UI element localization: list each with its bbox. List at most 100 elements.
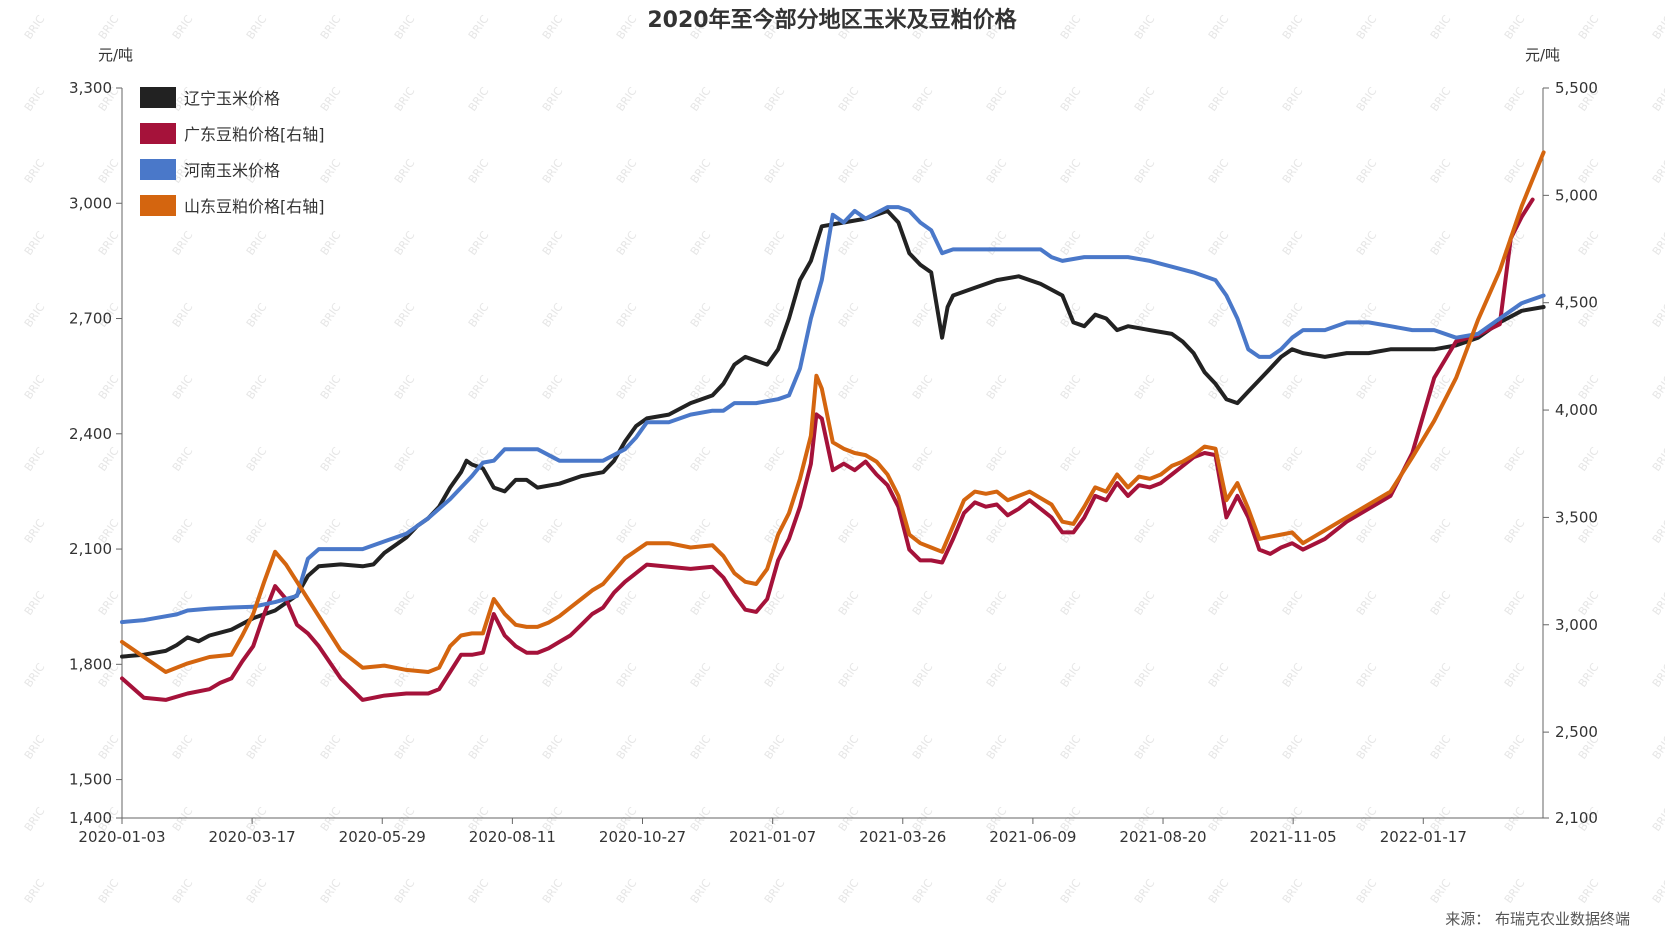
watermark-text: BRIC <box>1354 229 1380 258</box>
watermark-text: BRIC <box>614 373 640 402</box>
watermark-text: BRIC <box>22 445 48 474</box>
watermark-text: BRIC <box>1132 373 1158 402</box>
watermark-text: BRIC <box>910 877 936 906</box>
watermark-text: BRIC <box>614 229 640 258</box>
watermark-text: BRIC <box>614 13 640 42</box>
watermark-text: BRIC <box>1650 85 1665 114</box>
watermark-text: BRIC <box>1650 877 1665 906</box>
watermark-text: BRIC <box>984 589 1010 618</box>
watermark-text: BRIC <box>466 373 492 402</box>
watermark-text: BRIC <box>1280 13 1306 42</box>
watermark-text: BRIC <box>1206 13 1232 42</box>
watermark-text: BRIC <box>392 877 418 906</box>
watermark-text: BRIC <box>170 445 196 474</box>
watermark-text: BRIC <box>1280 373 1306 402</box>
series-line-2 <box>120 197 1535 702</box>
watermark-text: BRIC <box>96 157 122 186</box>
watermark-text: BRIC <box>1058 157 1084 186</box>
watermark-text: BRIC <box>540 229 566 258</box>
watermark-text: BRIC <box>910 589 936 618</box>
watermark-text: BRIC <box>1502 85 1528 114</box>
watermark-text: BRIC <box>1354 805 1380 834</box>
watermark-text: BRIC <box>984 229 1010 258</box>
watermark-text: BRIC <box>22 733 48 762</box>
left-axis-unit: 元/吨 <box>98 46 133 64</box>
watermark-text: BRIC <box>466 661 492 690</box>
watermark-text: BRIC <box>466 229 492 258</box>
watermark-text: BRIC <box>1502 517 1528 546</box>
watermark-text: BRIC <box>614 517 640 546</box>
watermark-text: BRIC <box>540 733 566 762</box>
watermark-text: BRIC <box>1428 13 1454 42</box>
legend-label: 山东豆粕价格[右轴] <box>184 197 325 216</box>
watermark-text: BRIC <box>1206 157 1232 186</box>
watermark-text: BRIC <box>984 445 1010 474</box>
watermark-text: BRIC <box>392 661 418 690</box>
watermark-text: BRIC <box>318 445 344 474</box>
watermark-text: BRIC <box>1650 733 1665 762</box>
watermark-text: BRIC <box>540 373 566 402</box>
source-note: 来源： 布瑞克农业数据终端 <box>1445 910 1630 928</box>
watermark-text: BRIC <box>688 301 714 330</box>
watermark-text: BRIC <box>170 517 196 546</box>
right-tick-label: 5,500 <box>1555 79 1598 97</box>
left-tick-label: 2,700 <box>69 310 112 328</box>
watermark-text: BRIC <box>96 445 122 474</box>
watermark-text: BRIC <box>910 517 936 546</box>
watermark-text: BRIC <box>1280 733 1306 762</box>
watermark-text: BRIC <box>1354 13 1380 42</box>
series-lines <box>120 150 1546 702</box>
watermark-text: BRIC <box>1502 373 1528 402</box>
watermark-text: BRIC <box>1650 805 1665 834</box>
watermark-text: BRIC <box>984 877 1010 906</box>
right-tick-label: 2,100 <box>1555 809 1598 827</box>
watermark-text: BRIC <box>1132 733 1158 762</box>
watermark-text: BRIC <box>1280 661 1306 690</box>
right-tick-label: 4,500 <box>1555 294 1598 312</box>
x-tick-label: 2021-01-07 <box>729 828 816 846</box>
watermark-text: BRIC <box>836 733 862 762</box>
watermark-text: BRIC <box>1206 661 1232 690</box>
watermark-text: BRIC <box>836 661 862 690</box>
watermark-text: BRIC <box>1206 805 1232 834</box>
watermark-text: BRIC <box>540 13 566 42</box>
watermark-text: BRIC <box>1132 517 1158 546</box>
x-tick-label: 2021-03-26 <box>859 828 946 846</box>
watermark-text: BRIC <box>1576 445 1602 474</box>
watermark-text: BRIC <box>688 733 714 762</box>
watermark-text: BRIC <box>1206 229 1232 258</box>
x-tick-label: 2021-11-05 <box>1250 828 1337 846</box>
watermark-text: BRIC <box>1280 445 1306 474</box>
right-axis-ticks: 2,100 2,500 3,000 3,500 4,000 4,500 5,000 5,500 <box>1543 79 1598 827</box>
left-tick-label: 1,800 <box>69 655 112 673</box>
left-axis-ticks: 1,400 1,500 1,800 2,100 2,400 2,700 3,000 3,300 <box>69 79 122 827</box>
watermark-text: BRIC <box>1502 589 1528 618</box>
watermark-text: BRIC <box>1502 877 1528 906</box>
watermark-text: BRIC <box>170 13 196 42</box>
watermark-text: BRIC <box>96 13 122 42</box>
watermark-text: BRIC <box>836 229 862 258</box>
watermark-text: BRIC <box>392 301 418 330</box>
watermark-layer: BRIC BRIC BRIC BRIC BRIC BRIC BRIC BRIC BRIC BRIC… <box>22 13 1665 906</box>
x-tick-label: 2021-06-09 <box>989 828 1076 846</box>
x-tick-label: 2020-05-29 <box>339 828 426 846</box>
watermark-text: BRIC <box>1354 877 1380 906</box>
left-tick-label: 3,000 <box>69 194 112 212</box>
watermark-text: BRIC <box>540 661 566 690</box>
watermark-text: BRIC <box>1650 301 1665 330</box>
watermark-text: BRIC <box>1428 733 1454 762</box>
watermark-text: BRIC <box>1502 13 1528 42</box>
watermark-text: BRIC <box>392 157 418 186</box>
watermark-text: BRIC <box>1132 85 1158 114</box>
watermark-text: BRIC <box>1132 301 1158 330</box>
watermark-text: BRIC <box>318 229 344 258</box>
watermark-text: BRIC <box>466 85 492 114</box>
left-tick-label: 2,100 <box>69 540 112 558</box>
watermark-text: BRIC <box>1576 229 1602 258</box>
watermark-text: BRIC <box>170 877 196 906</box>
watermark-text: BRIC <box>22 517 48 546</box>
watermark-text: BRIC <box>244 301 270 330</box>
watermark-text: BRIC <box>22 589 48 618</box>
watermark-text: BRIC <box>1058 733 1084 762</box>
legend-label: 辽宁玉米价格 <box>184 89 280 108</box>
